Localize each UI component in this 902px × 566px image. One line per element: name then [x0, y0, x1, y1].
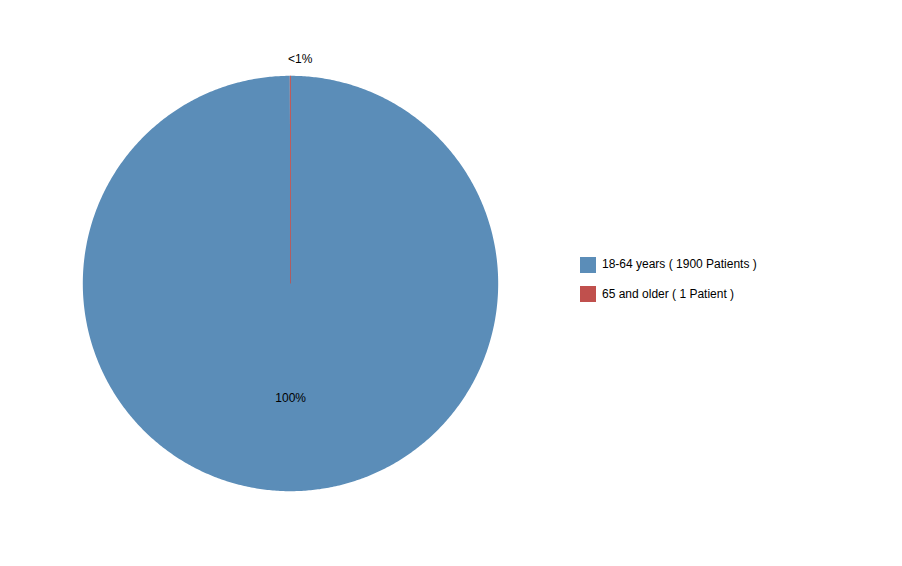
html-text:65 and older ( 1 Patient ): 65 and older ( 1 Patient )	[602, 287, 735, 301]
html-text:18-64 years ( 1900 Patients ): 18-64 years ( 1900 Patients )	[602, 257, 757, 272]
svg-text:<1%: <1%	[288, 52, 313, 66]
svg-text:100%: 100%	[275, 391, 306, 405]
